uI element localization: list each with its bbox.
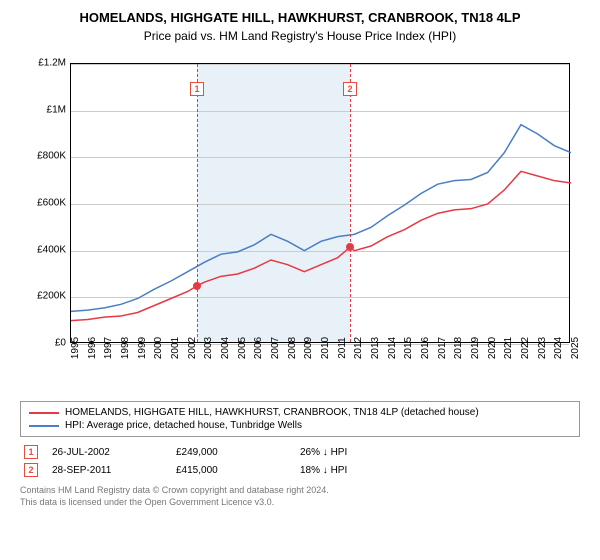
y-axis-label: £0 xyxy=(55,338,66,349)
transaction-row: 2 28-SEP-2011 £415,000 18% ↓ HPI xyxy=(20,461,580,479)
x-axis-label: 1999 xyxy=(137,337,148,359)
x-axis-label: 2000 xyxy=(153,337,164,359)
legend-label: HOMELANDS, HIGHGATE HILL, HAWKHURST, CRA… xyxy=(65,407,479,418)
x-axis-label: 2014 xyxy=(387,337,398,359)
x-axis-label: 2025 xyxy=(570,337,581,359)
x-axis-label: 2011 xyxy=(337,337,348,359)
transaction-table: 1 26-JUL-2002 £249,000 26% ↓ HPI 2 28-SE… xyxy=(20,443,580,479)
marker-badge: 2 xyxy=(24,463,38,477)
legend-item: HOMELANDS, HIGHGATE HILL, HAWKHURST, CRA… xyxy=(29,406,571,419)
x-axis-label: 2024 xyxy=(553,337,564,359)
x-axis-label: 1997 xyxy=(103,337,114,359)
chart-title: HOMELANDS, HIGHGATE HILL, HAWKHURST, CRA… xyxy=(10,10,590,25)
x-axis-label: 2007 xyxy=(270,337,281,359)
y-axis-label: £1.2M xyxy=(38,58,66,69)
marker-badge: 2 xyxy=(343,82,357,96)
legend-label: HPI: Average price, detached house, Tunb… xyxy=(65,420,302,431)
transaction-row: 1 26-JUL-2002 £249,000 26% ↓ HPI xyxy=(20,443,580,461)
transaction-date: 28-SEP-2011 xyxy=(52,465,162,476)
legend-item: HPI: Average price, detached house, Tunb… xyxy=(29,419,571,432)
x-axis-label: 1996 xyxy=(87,337,98,359)
data-point-marker xyxy=(193,282,201,290)
y-axis-label: £800K xyxy=(37,151,66,162)
transaction-price: £415,000 xyxy=(176,465,286,476)
y-axis-label: £400K xyxy=(37,244,66,255)
data-point-marker xyxy=(346,243,354,251)
transaction-delta: 26% ↓ HPI xyxy=(300,447,410,458)
x-axis-label: 2010 xyxy=(320,337,331,359)
x-axis-label: 2023 xyxy=(537,337,548,359)
x-axis-label: 2016 xyxy=(420,337,431,359)
plot-area: 12 xyxy=(70,63,570,343)
legend-swatch xyxy=(29,412,59,414)
x-axis-label: 2022 xyxy=(520,337,531,359)
chart-subtitle: Price paid vs. HM Land Registry's House … xyxy=(10,29,590,43)
x-axis-label: 2009 xyxy=(303,337,314,359)
x-axis-label: 2003 xyxy=(203,337,214,359)
x-axis-label: 2001 xyxy=(170,337,181,359)
transaction-date: 26-JUL-2002 xyxy=(52,447,162,458)
transaction-price: £249,000 xyxy=(176,447,286,458)
legend-swatch xyxy=(29,425,59,427)
x-axis-label: 2006 xyxy=(253,337,264,359)
x-axis-label: 2015 xyxy=(403,337,414,359)
x-axis-label: 2002 xyxy=(187,337,198,359)
x-axis-label: 2005 xyxy=(237,337,248,359)
y-axis-label: £200K xyxy=(37,291,66,302)
x-axis-label: 2017 xyxy=(437,337,448,359)
x-axis-label: 2012 xyxy=(353,337,364,359)
transaction-delta: 18% ↓ HPI xyxy=(300,465,410,476)
x-axis-label: 2008 xyxy=(287,337,298,359)
x-axis-label: 2019 xyxy=(470,337,481,359)
y-axis-label: £600K xyxy=(37,198,66,209)
footer-attribution: Contains HM Land Registry data © Crown c… xyxy=(20,485,580,508)
x-axis-label: 2020 xyxy=(487,337,498,359)
x-axis-label: 1998 xyxy=(120,337,131,359)
marker-badge: 1 xyxy=(190,82,204,96)
x-axis-label: 2013 xyxy=(370,337,381,359)
y-axis-label: £1M xyxy=(47,104,66,115)
x-axis-label: 1995 xyxy=(70,337,81,359)
line-layer xyxy=(71,64,569,342)
legend: HOMELANDS, HIGHGATE HILL, HAWKHURST, CRA… xyxy=(20,401,580,437)
x-axis-label: 2018 xyxy=(453,337,464,359)
marker-badge: 1 xyxy=(24,445,38,459)
x-axis-label: 2004 xyxy=(220,337,231,359)
x-axis-label: 2021 xyxy=(503,337,514,359)
chart-area: 12 £0£200K£400K£600K£800K£1M£1.2M1995199… xyxy=(20,53,580,393)
